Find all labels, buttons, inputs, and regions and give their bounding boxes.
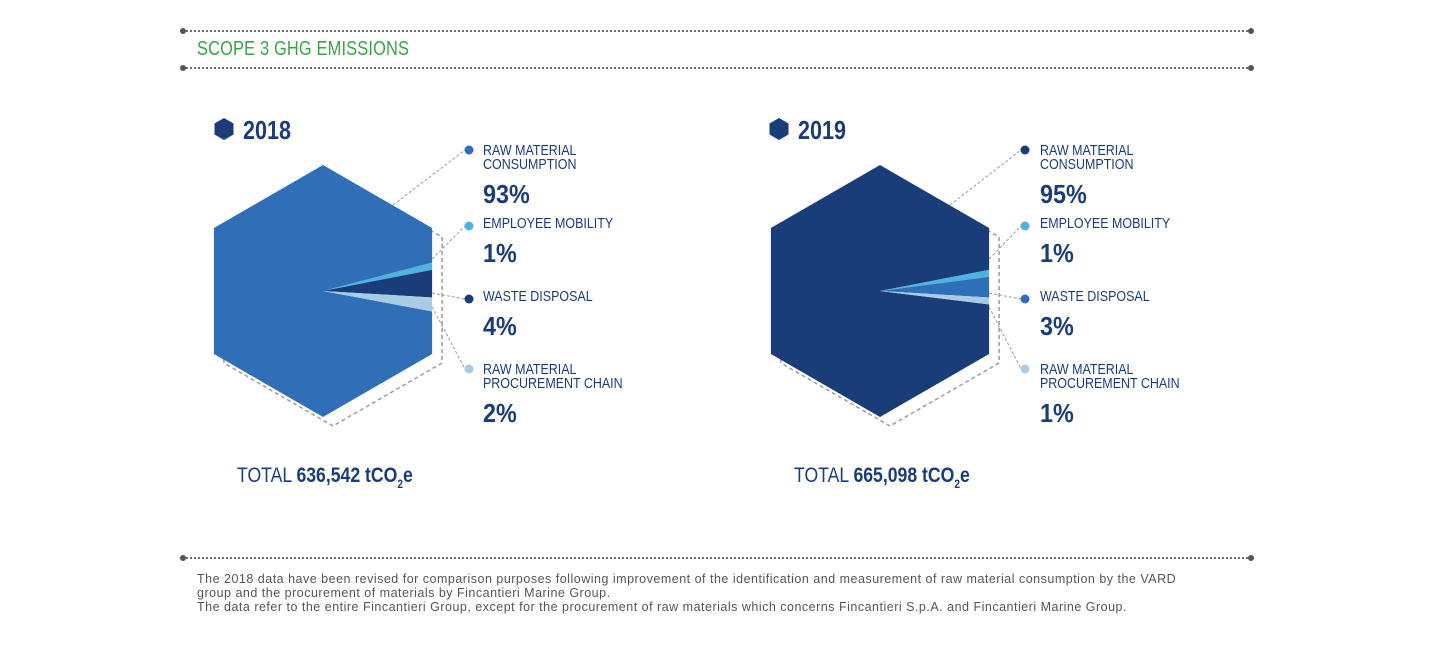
slice-label: RAW MATERIAL — [1040, 361, 1134, 377]
total-unit: tCO — [922, 464, 954, 488]
pie-slice-employee-mobility — [323, 227, 433, 291]
slice-label: RAW MATERIAL — [1040, 142, 1134, 158]
legend-dot — [464, 221, 474, 231]
total-unit-end: e — [403, 464, 413, 488]
slice-percent: 3% — [1040, 313, 1074, 341]
total-unit-subscript: 2 — [954, 478, 960, 491]
slice-label: WASTE DISPOSAL — [483, 288, 593, 304]
leader-line — [989, 292, 1022, 300]
total-label: TOTAL 665,098 tCO2e — [794, 464, 970, 492]
total-prefix: TOTAL — [794, 464, 853, 488]
leader-line — [392, 149, 466, 206]
slice-label: WASTE DISPOSAL — [1040, 288, 1150, 304]
leader-line — [949, 149, 1022, 206]
slice-label: EMPLOYEE MOBILITY — [483, 215, 613, 231]
year-title: 2019 — [798, 115, 846, 145]
total-value: 636,542 — [296, 464, 365, 488]
leader-line — [431, 306, 466, 370]
slice-label: RAW MATERIAL — [483, 361, 577, 377]
legend-dot — [464, 294, 474, 304]
total-unit: tCO — [365, 464, 397, 488]
section-title: SCOPE 3 GHG EMISSIONS — [197, 38, 410, 60]
year-hexagon-icon — [214, 118, 234, 140]
legend-dot — [1020, 221, 1030, 231]
slice-percent: 1% — [1040, 400, 1074, 428]
slice-label: CONSUMPTION — [1040, 156, 1133, 172]
slice-label: PROCUREMENT CHAIN — [1040, 375, 1180, 391]
year-title: 2018 — [243, 115, 291, 145]
footnote-line-1: The 2018 data have been revised for comp… — [197, 572, 1177, 586]
total-unit-end: e — [960, 464, 970, 488]
pie-slice-procurement-chain — [323, 291, 433, 338]
total-label: TOTAL 636,542 tCO2e — [237, 464, 413, 492]
legend-dot — [1020, 145, 1030, 155]
legend-dot — [464, 364, 474, 374]
slice-label: CONSUMPTION — [483, 156, 576, 172]
slice-label: EMPLOYEE MOBILITY — [1040, 215, 1170, 231]
year-hexagon-icon — [769, 118, 789, 140]
hexagon-pie — [213, 165, 433, 417]
title-underline-rule — [180, 65, 1254, 71]
leader-line — [988, 225, 1022, 260]
leader-line — [432, 292, 466, 300]
pie-slice-waste-disposal — [323, 242, 433, 306]
slice-percent: 95% — [1040, 181, 1087, 209]
legend-dot — [1020, 294, 1030, 304]
hexagon-pie — [770, 165, 990, 417]
slice-percent: 4% — [483, 313, 517, 341]
top-rule — [180, 28, 1254, 34]
footnote-line-3: The data refer to the entire Fincantieri… — [197, 600, 1127, 614]
slice-percent: 1% — [483, 240, 517, 268]
pie-slice-raw-material-consumption — [213, 165, 433, 417]
pie-slice-waste-disposal — [880, 258, 990, 306]
total-unit-subscript: 2 — [397, 478, 403, 491]
pie-slice-procurement-chain — [880, 291, 990, 322]
leader-line — [988, 306, 1022, 370]
pie-slice-raw-material-consumption — [770, 165, 990, 417]
leader-line — [431, 225, 466, 260]
slice-percent: 2% — [483, 400, 517, 428]
footnotes: The 2018 data have been revised for comp… — [197, 572, 1237, 614]
slice-label: RAW MATERIAL — [483, 142, 577, 158]
total-prefix: TOTAL — [237, 464, 296, 488]
slice-percent: 1% — [1040, 240, 1074, 268]
slice-percent: 93% — [483, 181, 530, 209]
pie-slice-employee-mobility — [880, 242, 990, 291]
footnote-line-2: group and the procurement of materials b… — [197, 586, 611, 600]
slice-label: PROCUREMENT CHAIN — [483, 375, 623, 391]
footer-rule — [180, 555, 1254, 561]
legend-dot — [464, 145, 474, 155]
total-value: 665,098 — [853, 464, 922, 488]
legend-dot — [1020, 364, 1030, 374]
